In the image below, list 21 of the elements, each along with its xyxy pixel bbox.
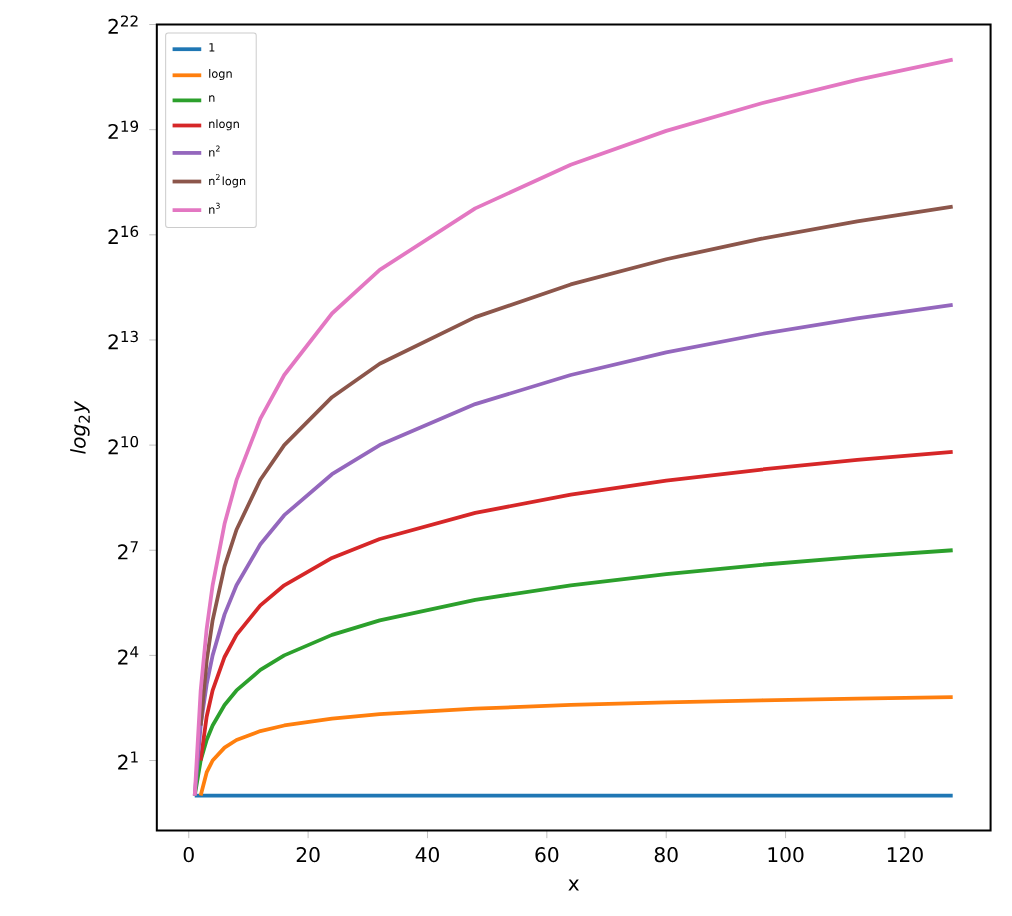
x-axis-title: x [568, 879, 579, 891]
x-tick-label: 120 [887, 846, 923, 863]
y-tick-label: 2$^{4}$ [118, 646, 139, 665]
y-tick-label: 2$^{13}$ [108, 330, 138, 349]
line-series [198, 449, 955, 763]
y-tick-label: 2$^{19}$ [108, 120, 139, 139]
y-tick-label: 2$^{16}$ [108, 225, 139, 244]
x-tick-label: 60 [535, 846, 559, 863]
line-series [192, 57, 955, 798]
y-tick-label: 2$^{10}$ [108, 435, 139, 455]
x-tick-label: 0 [183, 846, 194, 863]
x-tick-label: 20 [296, 846, 320, 863]
line-series [198, 695, 955, 798]
y-tick-label: 2$^{7}$ [118, 541, 138, 560]
x-tick-label: 40 [415, 846, 439, 863]
y-tick-label: 2$^{1}$ [118, 751, 138, 770]
x-tick-label: 80 [654, 846, 678, 863]
line-series [198, 204, 955, 728]
y-tick-label: 2$^{22}$ [108, 15, 138, 34]
x-tick-label: 100 [768, 846, 804, 863]
y-axis-title: log$_{2}$y [70, 400, 90, 454]
